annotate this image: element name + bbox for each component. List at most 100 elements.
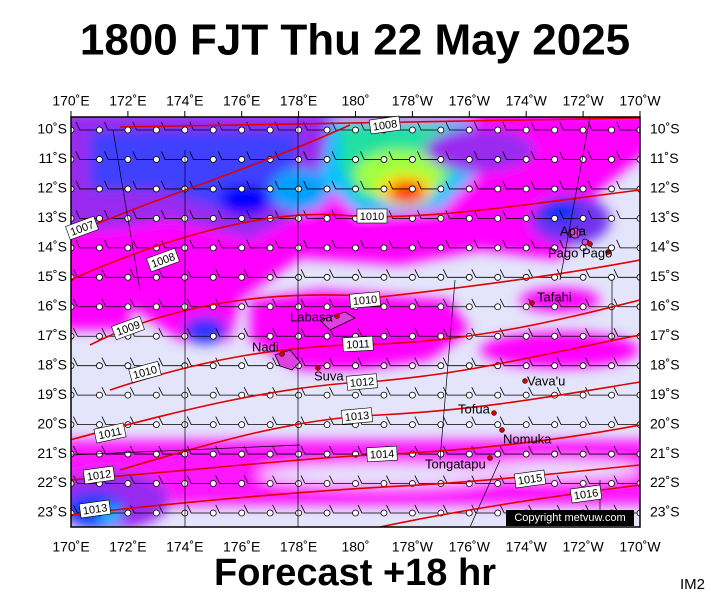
wind-barb xyxy=(329,328,356,337)
station-dot xyxy=(209,273,217,281)
wind-barb xyxy=(104,239,128,249)
station-dot xyxy=(209,421,217,429)
place-name: Tofua xyxy=(458,401,491,416)
isobar-label: 1008 xyxy=(368,115,402,135)
station-dot xyxy=(152,214,160,222)
station-dot xyxy=(608,273,615,281)
station-dot xyxy=(323,156,331,163)
wind-barb xyxy=(616,151,640,160)
station-dot xyxy=(323,421,331,429)
lon-label-bottom: 178˚W xyxy=(392,539,434,555)
station-dot xyxy=(437,185,445,193)
station-dot xyxy=(209,126,217,134)
wind-barb xyxy=(215,269,242,278)
wind-barb xyxy=(585,357,612,367)
station-dot xyxy=(352,156,359,163)
wind-barb xyxy=(414,328,441,337)
wind-barb xyxy=(132,180,157,190)
station-dot xyxy=(96,126,103,134)
station-dot xyxy=(380,480,388,487)
station-dot xyxy=(96,214,103,222)
wind-barb xyxy=(186,475,214,484)
lon-label-top: 176˚E xyxy=(223,93,260,109)
lat-label-right: 12˚S xyxy=(650,180,680,196)
station-dot xyxy=(408,303,416,311)
wind-barb xyxy=(357,357,384,367)
station-dot xyxy=(266,421,274,429)
wind-barb xyxy=(186,269,214,278)
wind-barb xyxy=(73,357,100,367)
station-dot xyxy=(238,126,246,134)
lat-label-right: 21˚S xyxy=(650,445,680,461)
station-dot xyxy=(380,391,388,399)
wind-barb xyxy=(272,269,299,278)
wind-barb xyxy=(556,357,584,367)
station-dot xyxy=(408,273,416,281)
station-dot xyxy=(352,185,359,193)
station-dot xyxy=(124,450,132,458)
station-dot xyxy=(494,509,502,517)
wind-barb xyxy=(613,475,640,484)
wind-barb xyxy=(585,298,612,308)
wind-barb xyxy=(300,416,328,425)
station-dot xyxy=(437,421,445,429)
place-dot xyxy=(529,300,535,306)
wind-barb xyxy=(613,445,640,455)
station-dot xyxy=(380,185,388,193)
wind-barb xyxy=(386,386,413,396)
station-dot xyxy=(437,126,445,134)
station-dot xyxy=(209,362,217,370)
wind-barb xyxy=(386,269,413,278)
station-dot xyxy=(152,273,160,281)
wind-barb xyxy=(101,298,128,308)
wind-barb xyxy=(158,269,185,278)
wind-barb xyxy=(186,504,214,514)
station-dot xyxy=(408,244,416,252)
wind-barb xyxy=(357,269,384,278)
station-dot xyxy=(465,450,473,458)
station-dot xyxy=(323,185,331,193)
lat-label-right: 14˚S xyxy=(650,239,680,255)
wind-barb xyxy=(243,504,271,514)
wind-barb xyxy=(300,298,328,308)
wind-barb xyxy=(272,298,299,308)
station-dot xyxy=(579,273,587,281)
wind-barb xyxy=(556,298,584,308)
station-dot xyxy=(295,156,303,163)
wind-barb xyxy=(329,269,356,278)
station-dot xyxy=(551,185,559,193)
wind-barb xyxy=(101,386,128,396)
station-dot xyxy=(152,332,160,340)
lat-label-right: 10˚S xyxy=(650,121,680,137)
station-dot xyxy=(437,332,445,340)
wind-barb xyxy=(417,239,441,249)
wind-barb xyxy=(587,210,612,219)
wind-barb xyxy=(158,475,185,484)
wind-barb xyxy=(303,180,328,190)
lat-label-right: 22˚S xyxy=(650,474,680,490)
wind-barb xyxy=(471,416,498,425)
station-dot xyxy=(295,244,303,252)
wind-barb xyxy=(243,298,271,308)
wind-barb xyxy=(215,504,242,514)
wind-barb xyxy=(329,386,356,396)
station-dot xyxy=(209,450,217,458)
station-dot xyxy=(124,303,132,311)
lon-label-top: 176˚W xyxy=(449,93,491,109)
station-dot xyxy=(494,126,502,134)
isobar-label-box xyxy=(366,445,398,463)
wind-barb xyxy=(556,328,584,337)
station-dot xyxy=(465,156,473,163)
wind-barb xyxy=(272,475,299,484)
station-dot xyxy=(608,391,615,399)
wind-barb xyxy=(530,121,555,131)
lon-label-bottom: 172˚W xyxy=(562,539,604,555)
wind-barb xyxy=(445,121,470,131)
station-dot xyxy=(209,332,217,340)
isobar-label-box xyxy=(82,465,116,485)
lon-label-top: 170˚W xyxy=(619,93,661,109)
wind-barb xyxy=(300,475,328,484)
wind-barb xyxy=(530,239,555,249)
station-dot xyxy=(465,244,473,252)
